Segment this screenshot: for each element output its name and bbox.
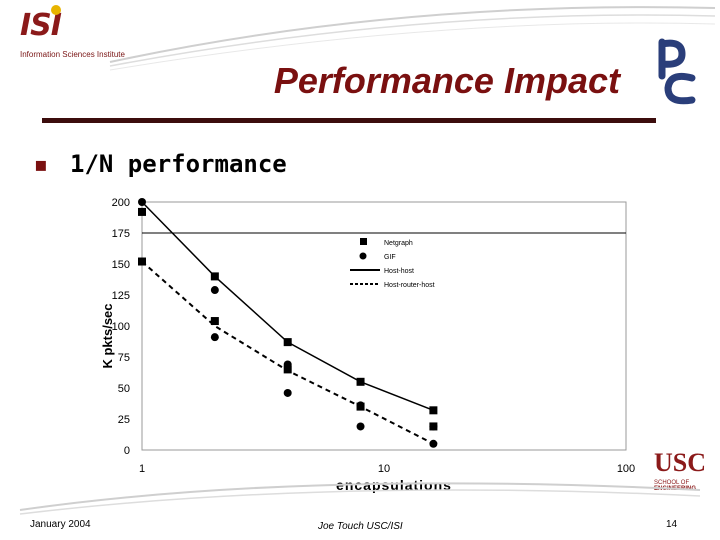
usc-logo-mark: USC: [654, 448, 707, 477]
bullet-marker: ▪: [34, 152, 48, 176]
data-point-circle: [210, 333, 219, 342]
y-tick-label: 0: [124, 445, 130, 457]
data-point-square: [138, 207, 146, 216]
data-point-square: [356, 402, 365, 411]
x-tick-label: 10: [378, 463, 390, 475]
y-tick-label: 200: [112, 197, 130, 209]
data-point-square: [210, 317, 219, 326]
footer-author: Joe Touch USC/ISI: [318, 521, 403, 532]
slide-title: Performance Impact: [273, 60, 620, 101]
x-axis-label: encapsulations: [336, 477, 452, 493]
x-tick-label: 100: [617, 463, 635, 475]
y-tick-label: 50: [118, 383, 130, 395]
y-tick-label: 75: [118, 352, 130, 364]
series-line-2: [141, 201, 434, 412]
y-tick-label: 175: [112, 228, 130, 240]
data-point-circle: [210, 286, 219, 295]
isi-logo-subtitle: Information Sciences Institute: [20, 50, 125, 59]
y-tick-label: 150: [112, 259, 130, 271]
header-swoosh-decoration: [109, 6, 716, 71]
legend-label: Host-router-host: [384, 282, 435, 289]
footer-swoosh-decoration: [19, 482, 701, 515]
legend-swatch-circle: [359, 252, 367, 260]
data-point-circle: [429, 439, 438, 448]
usc-logo-subtitle-1: SCHOOL OF: [654, 480, 690, 486]
legend-label: GIF: [384, 254, 396, 261]
legend-swatch-square: [360, 238, 367, 245]
data-point-circle: [356, 422, 365, 431]
pc-logo: [658, 38, 696, 105]
y-tick-label: 100: [112, 321, 130, 333]
title-divider: [42, 118, 656, 123]
y-tick-label: 25: [118, 414, 130, 426]
data-point-circle: [283, 388, 292, 397]
data-point-square: [429, 422, 438, 431]
footer-date: January 2004: [30, 519, 91, 530]
legend-label: Host-host: [384, 268, 414, 275]
footer-page-number: 14: [666, 519, 678, 530]
data-point-square: [283, 365, 292, 374]
legend-label: Netgraph: [384, 240, 413, 247]
y-tick-label: 125: [112, 290, 130, 302]
x-tick-label: 1: [139, 463, 145, 475]
isi-logo: ISI Information Sciences Institute: [20, 5, 125, 66]
y-axis-label: K pkts/sec: [100, 303, 115, 368]
bullet-text: 1/N performance: [70, 150, 287, 178]
plot-area: [141, 201, 627, 451]
data-point-square: [138, 257, 146, 266]
isi-sun-icon: [51, 5, 61, 15]
